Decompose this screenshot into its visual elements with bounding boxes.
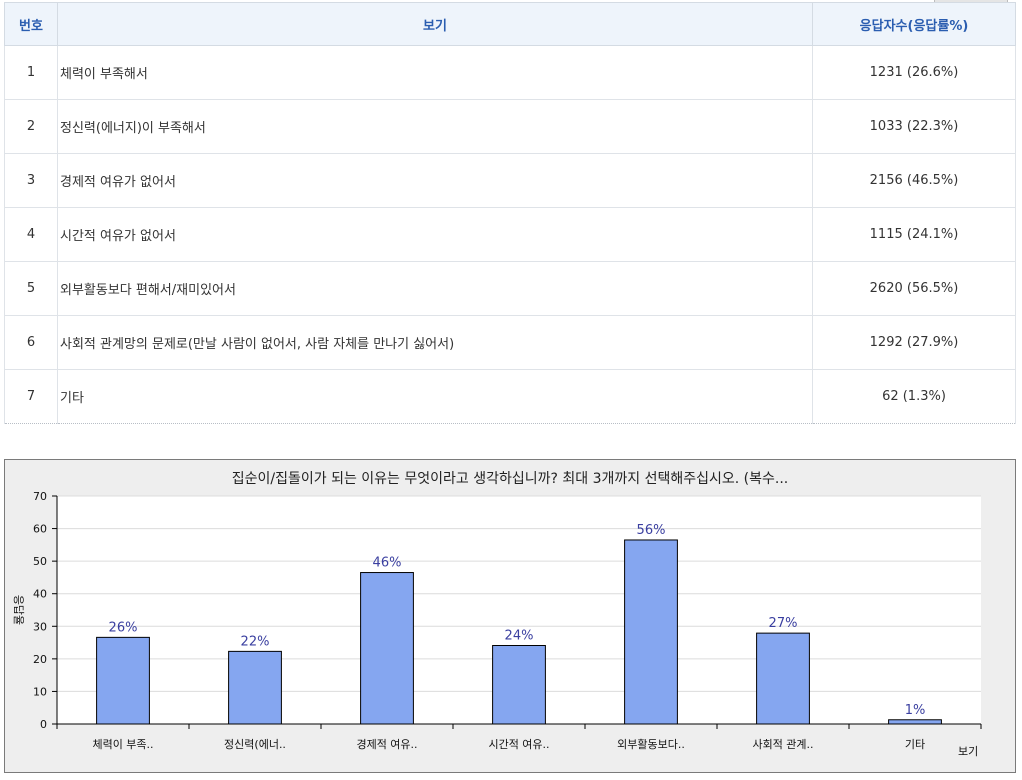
row-number: 3	[4, 153, 58, 208]
x-tick-label: 시간적 여유..	[488, 738, 549, 751]
table-row: 3 경제적 여유가 없어서 2156 (46.5%)	[4, 153, 1016, 208]
y-tick-label: 20	[33, 653, 47, 666]
survey-results-table: 번호 보기 응답자수(응답률%) 1 체력이 부족해서 1231 (26.6%)…	[4, 2, 1016, 424]
row-number: 7	[4, 369, 58, 424]
row-option: 기타	[57, 369, 813, 424]
data-label: 46%	[373, 556, 402, 571]
labels: 0 10 20 30 40 50 60 70 응답율 26% 체력이 부족.. 22% 정신력(에너..…	[12, 490, 925, 751]
x-tick-label: 체력이 부족..	[92, 738, 153, 751]
table-row: 7 기타 62 (1.3%)	[4, 369, 1016, 424]
bar	[96, 636, 150, 725]
bar	[360, 572, 414, 725]
y-tick-label: 40	[33, 588, 47, 601]
table-row: 6 사회적 관계망의 문제로(만날 사람이 없어서, 사람 자체를 만나기 싫어…	[4, 315, 1016, 370]
data-label: 56%	[637, 523, 666, 538]
bar-chart-panel: 0 10 20 30 40 50 60 70 응답율 26% 체력이 부족.. 22% 정신력(에너..…	[4, 459, 1016, 773]
data-label: 26%	[109, 620, 138, 635]
y-tick-label: 70	[33, 490, 47, 503]
row-count: 2156 (46.5%)	[812, 153, 1016, 208]
row-option: 사회적 관계망의 문제로(만날 사람이 없어서, 사람 자체를 만나기 싫어서)	[57, 315, 813, 370]
y-axis-title: 응답율	[12, 595, 25, 625]
y-tick-label: 30	[33, 620, 47, 633]
x-tick-label: 기타	[905, 738, 925, 751]
table-row: 5 외부활동보다 편해서/재미있어서 2620 (56.5%)	[4, 261, 1016, 316]
x-tick-label: 정신력(에너..	[224, 738, 286, 751]
x-axis-title: 보기	[958, 745, 978, 758]
row-number: 4	[4, 207, 58, 262]
bar-chart: 0 10 20 30 40 50 60 70 응답율 26% 체력이 부족.. 22% 정신력(에너..…	[12, 471, 982, 758]
bar	[492, 645, 546, 725]
data-label: 27%	[769, 616, 798, 631]
row-count: 1231 (26.6%)	[812, 45, 1016, 100]
row-option: 정신력(에너지)이 부족해서	[57, 99, 813, 154]
row-count: 1292 (27.9%)	[812, 315, 1016, 370]
y-tick-label: 60	[33, 523, 47, 536]
chart-title: 집순이/집돌이가 되는 이유는 무엇이라고 생각하십니까? 최대 3개까지 선택…	[232, 471, 788, 487]
row-count: 1115 (24.1%)	[812, 207, 1016, 262]
x-tick-label: 외부활동보다..	[617, 737, 685, 751]
bar	[624, 539, 678, 725]
data-label: 24%	[505, 629, 534, 644]
row-number: 5	[4, 261, 58, 316]
row-option: 시간적 여유가 없어서	[57, 207, 813, 262]
y-tick-label: 50	[33, 555, 47, 568]
data-label: 1%	[905, 703, 926, 718]
row-count: 1033 (22.3%)	[812, 99, 1016, 154]
table-row: 1 체력이 부족해서 1231 (26.6%)	[4, 45, 1016, 100]
y-tick-label: 0	[40, 718, 47, 731]
bar	[888, 719, 942, 725]
header-number: 번호	[4, 2, 58, 46]
bar	[228, 650, 282, 725]
bars	[96, 539, 942, 725]
row-number: 1	[4, 45, 58, 100]
row-option: 외부활동보다 편해서/재미있어서	[57, 261, 813, 316]
table-row: 4 시간적 여유가 없어서 1115 (24.1%)	[4, 207, 1016, 262]
table-header-row: 번호 보기 응답자수(응답률%)	[4, 2, 1016, 46]
x-tick-label: 사회적 관계..	[752, 738, 813, 751]
row-number: 6	[4, 315, 58, 370]
x-tick-label: 경제적 여유..	[356, 738, 417, 751]
data-label: 22%	[241, 634, 270, 649]
grid-lines	[57, 495, 981, 692]
y-tick-label: 10	[33, 685, 47, 698]
table-row: 2 정신력(에너지)이 부족해서 1033 (22.3%)	[4, 99, 1016, 154]
bar	[756, 632, 810, 725]
row-count: 62 (1.3%)	[812, 369, 1016, 424]
header-response-count: 응답자수(응답률%)	[812, 2, 1016, 46]
row-count: 2620 (56.5%)	[812, 261, 1016, 316]
header-option: 보기	[57, 2, 813, 46]
row-option: 체력이 부족해서	[57, 45, 813, 100]
row-option: 경제적 여유가 없어서	[57, 153, 813, 208]
row-number: 2	[4, 99, 58, 154]
axes	[52, 495, 982, 729]
